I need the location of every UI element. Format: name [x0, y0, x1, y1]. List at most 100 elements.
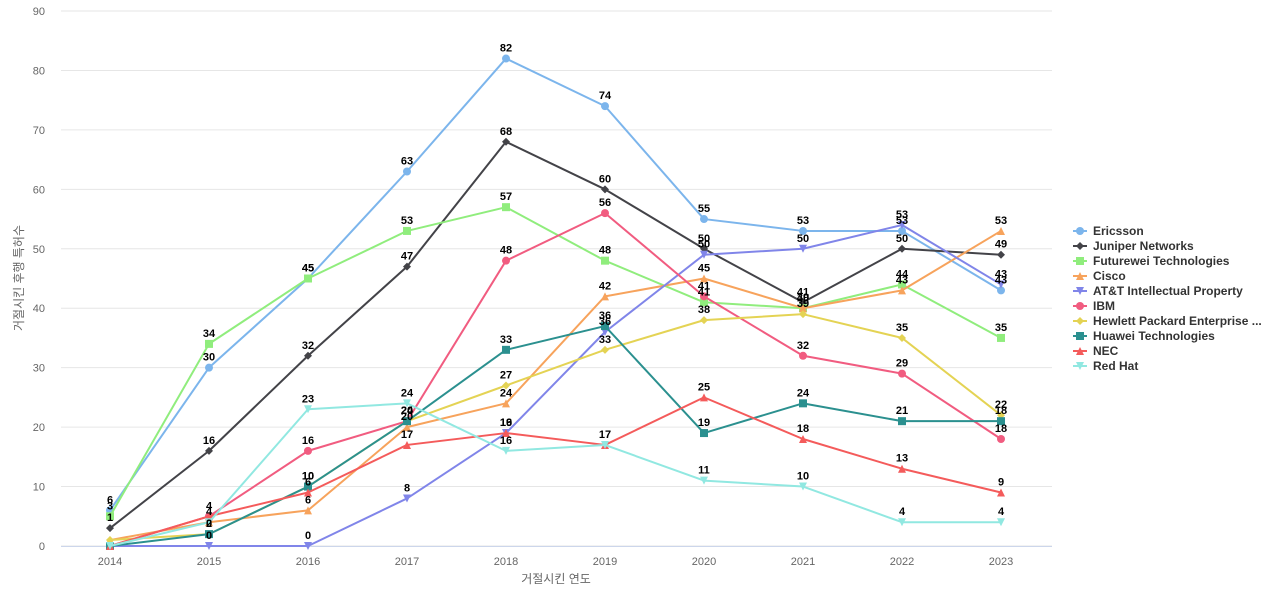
data-point[interactable]: [700, 250, 708, 259]
legend-item[interactable]: Ericsson: [1073, 224, 1144, 238]
data-point[interactable]: [403, 167, 411, 176]
data-point[interactable]: [997, 417, 1005, 426]
legend-item[interactable]: IBM: [1073, 299, 1115, 313]
data-point[interactable]: [205, 542, 213, 550]
data-point[interactable]: [304, 405, 312, 414]
data-point[interactable]: [304, 506, 312, 515]
data-point[interactable]: [502, 137, 510, 146]
legend-item[interactable]: Red Hat: [1073, 359, 1138, 373]
series-line[interactable]: [109, 212, 1002, 547]
series-line[interactable]: [109, 396, 1002, 547]
data-point[interactable]: [502, 381, 510, 390]
data-point[interactable]: [997, 333, 1005, 342]
legend-item[interactable]: AT&T Intellectual Property: [1073, 284, 1243, 298]
data-point[interactable]: [106, 512, 114, 521]
data-point[interactable]: [106, 524, 114, 533]
data-point[interactable]: [898, 417, 906, 426]
data-point[interactable]: [997, 226, 1005, 235]
data-point[interactable]: [304, 274, 312, 283]
data-point[interactable]: [403, 226, 411, 235]
legend-item[interactable]: Huawei Technologies: [1073, 329, 1215, 343]
data-point[interactable]: [502, 256, 510, 265]
data-point[interactable]: [898, 369, 906, 378]
data-point[interactable]: [403, 494, 411, 503]
data-point[interactable]: [502, 203, 510, 212]
data-point[interactable]: [898, 286, 906, 295]
series-line[interactable]: [109, 206, 1002, 517]
data-point[interactable]: [799, 226, 807, 235]
data-point[interactable]: [799, 310, 807, 319]
data-point[interactable]: [997, 280, 1005, 289]
data-point[interactable]: [205, 339, 213, 348]
series-line[interactable]: [109, 325, 1001, 547]
data-point[interactable]: [601, 345, 609, 354]
data-point[interactable]: [502, 429, 510, 438]
data-point[interactable]: [403, 417, 411, 426]
data-point[interactable]: [304, 351, 312, 360]
data-point[interactable]: [601, 102, 609, 111]
data-point[interactable]: [997, 518, 1005, 527]
data-point[interactable]: [304, 542, 312, 550]
data-point[interactable]: [700, 393, 708, 402]
data-point[interactable]: [304, 488, 312, 497]
data-point[interactable]: [799, 304, 807, 313]
data-point[interactable]: [898, 244, 906, 253]
data-point[interactable]: [700, 476, 708, 485]
legend-item[interactable]: Juniper Networks: [1073, 239, 1194, 253]
data-point[interactable]: [700, 215, 708, 224]
data-point[interactable]: [403, 262, 411, 271]
data-point[interactable]: [700, 292, 708, 301]
data-point[interactable]: [601, 440, 609, 449]
series-line[interactable]: [109, 230, 1002, 542]
data-point[interactable]: [403, 399, 411, 408]
data-label: 19: [500, 417, 512, 429]
data-point[interactable]: [304, 482, 312, 491]
data-label: 53: [896, 209, 908, 221]
series-line[interactable]: [109, 402, 1001, 547]
data-point[interactable]: [799, 351, 807, 360]
data-point[interactable]: [205, 518, 213, 527]
data-point[interactable]: [997, 250, 1005, 259]
data-point[interactable]: [700, 316, 708, 325]
data-point[interactable]: [898, 226, 906, 235]
data-point[interactable]: [898, 464, 906, 473]
data-label: 20: [401, 405, 413, 417]
data-point[interactable]: [898, 280, 906, 289]
data-point[interactable]: [601, 185, 609, 194]
series-line[interactable]: [109, 57, 1002, 511]
data-point[interactable]: [997, 286, 1005, 295]
data-point[interactable]: [898, 221, 906, 229]
data-point[interactable]: [898, 333, 906, 342]
series-line[interactable]: [110, 224, 1002, 547]
data-point[interactable]: [997, 435, 1005, 443]
series-line[interactable]: [109, 140, 1002, 529]
data-point[interactable]: [799, 482, 807, 491]
data-point[interactable]: [601, 292, 609, 301]
data-point[interactable]: [700, 298, 708, 307]
data-point[interactable]: [997, 488, 1005, 497]
data-point[interactable]: [601, 256, 609, 265]
data-point[interactable]: [502, 399, 510, 408]
data-point[interactable]: [304, 446, 312, 455]
data-point[interactable]: [799, 244, 807, 253]
data-point[interactable]: [502, 345, 510, 354]
data-point[interactable]: [403, 423, 411, 432]
legend-item[interactable]: Cisco: [1073, 269, 1126, 283]
legend-item[interactable]: Hewlett Packard Enterprise ...: [1073, 314, 1262, 328]
data-point[interactable]: [601, 209, 609, 218]
data-point[interactable]: [502, 54, 510, 63]
data-point[interactable]: [403, 440, 411, 449]
data-point[interactable]: [799, 399, 807, 408]
data-point[interactable]: [799, 435, 807, 443]
data-point[interactable]: [700, 274, 708, 283]
data-point[interactable]: [700, 429, 708, 438]
data-point[interactable]: [898, 518, 906, 527]
data-point[interactable]: [106, 542, 114, 550]
legend-item[interactable]: Futurewei Technologies: [1073, 254, 1230, 268]
data-point[interactable]: [205, 363, 213, 372]
data-point[interactable]: [205, 446, 213, 455]
data-point[interactable]: [601, 322, 609, 331]
legend-item[interactable]: NEC: [1073, 344, 1119, 358]
data-point[interactable]: [502, 446, 510, 455]
data-point[interactable]: [205, 530, 213, 539]
